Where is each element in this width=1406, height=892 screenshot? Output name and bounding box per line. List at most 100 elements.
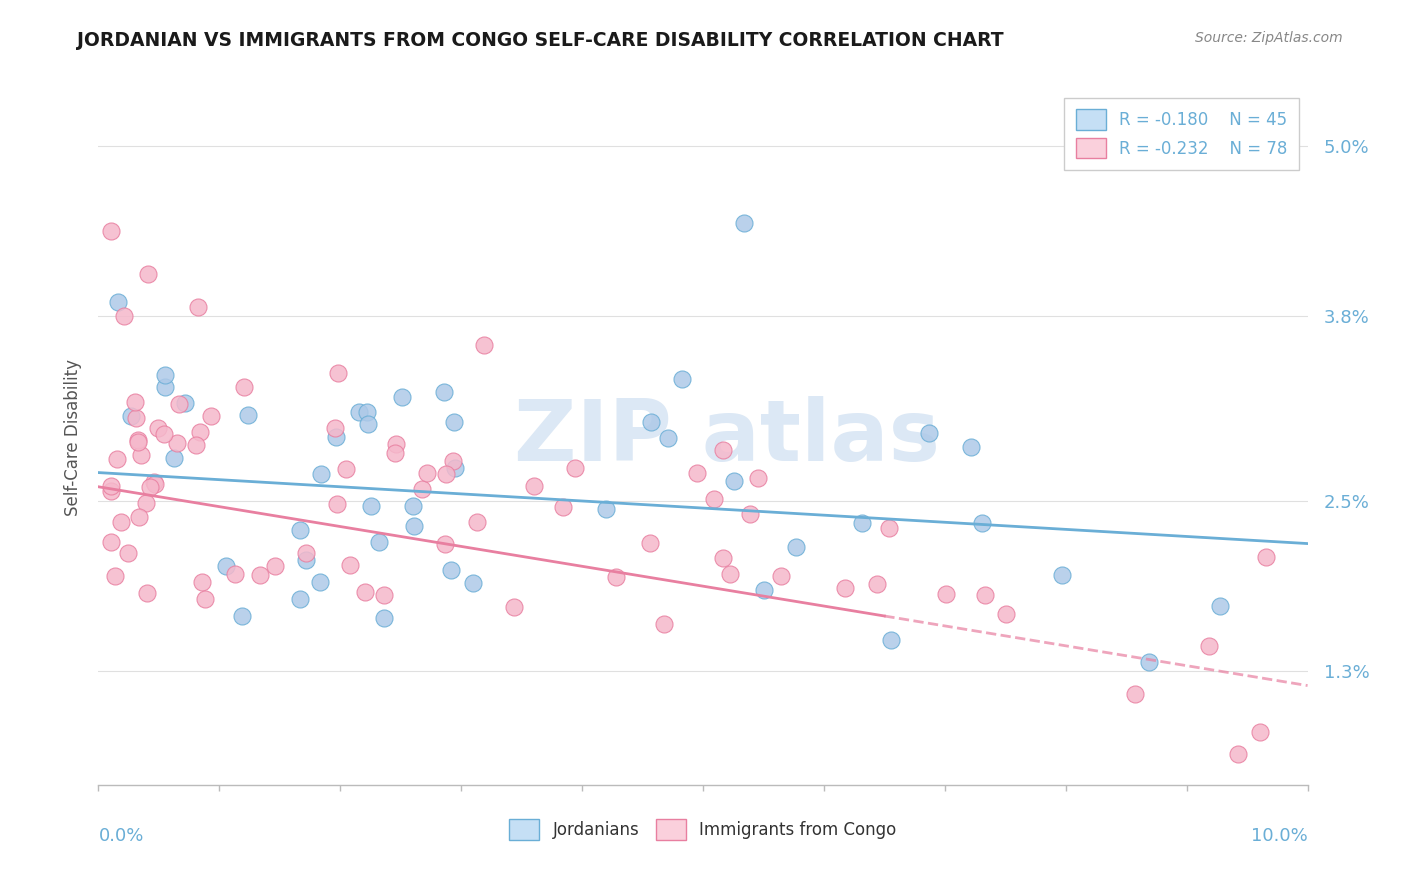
Point bbox=[107, 295, 129, 310]
Point bbox=[564, 461, 586, 475]
Point bbox=[100, 483, 122, 498]
Point bbox=[385, 437, 408, 451]
Point bbox=[718, 567, 741, 582]
Point bbox=[288, 523, 311, 537]
Point bbox=[326, 366, 349, 380]
Point bbox=[1050, 567, 1073, 582]
Point bbox=[127, 434, 149, 449]
Point bbox=[249, 568, 271, 582]
Point bbox=[851, 516, 873, 530]
Point bbox=[135, 496, 157, 510]
Point bbox=[110, 515, 132, 529]
Point bbox=[652, 616, 675, 631]
Point bbox=[973, 588, 995, 602]
Point bbox=[233, 380, 256, 394]
Text: ZIP atlas: ZIP atlas bbox=[515, 395, 941, 479]
Point bbox=[200, 409, 222, 424]
Point bbox=[231, 608, 253, 623]
Point bbox=[752, 582, 775, 597]
Point bbox=[434, 467, 457, 481]
Point bbox=[163, 451, 186, 466]
Point bbox=[142, 475, 165, 490]
Point bbox=[100, 534, 122, 549]
Point bbox=[224, 567, 246, 582]
Point bbox=[104, 568, 127, 582]
Point bbox=[461, 576, 484, 591]
Text: 10.0%: 10.0% bbox=[1251, 827, 1308, 845]
Point bbox=[703, 492, 725, 507]
Point bbox=[671, 372, 693, 386]
Point bbox=[404, 519, 426, 533]
Point bbox=[834, 582, 856, 596]
Point bbox=[187, 300, 209, 314]
Point bbox=[153, 426, 176, 441]
Point bbox=[877, 521, 900, 535]
Point bbox=[523, 479, 546, 493]
Point bbox=[309, 574, 332, 589]
Point bbox=[136, 586, 159, 600]
Point bbox=[1209, 599, 1232, 613]
Point bbox=[347, 405, 370, 419]
Point bbox=[972, 516, 994, 530]
Point bbox=[311, 467, 333, 482]
Point bbox=[357, 417, 380, 431]
Point bbox=[356, 405, 378, 419]
Point bbox=[100, 478, 122, 492]
Point bbox=[434, 537, 457, 551]
Point bbox=[125, 410, 148, 425]
Point bbox=[657, 431, 679, 445]
Point bbox=[441, 454, 464, 468]
Point bbox=[326, 497, 349, 511]
Point bbox=[174, 395, 197, 409]
Point bbox=[184, 438, 207, 452]
Point bbox=[139, 480, 162, 494]
Point bbox=[411, 482, 433, 496]
Point bbox=[391, 390, 413, 404]
Point bbox=[935, 587, 957, 601]
Text: 0.0%: 0.0% bbox=[98, 827, 143, 845]
Text: Source: ZipAtlas.com: Source: ZipAtlas.com bbox=[1195, 31, 1343, 45]
Point bbox=[880, 632, 903, 647]
Point bbox=[360, 500, 382, 514]
Point bbox=[112, 310, 135, 324]
Point bbox=[100, 224, 122, 238]
Point bbox=[117, 545, 139, 559]
Point bbox=[640, 415, 662, 429]
Point bbox=[354, 585, 377, 599]
Text: JORDANIAN VS IMMIGRANTS FROM CONGO SELF-CARE DISABILITY CORRELATION CHART: JORDANIAN VS IMMIGRANTS FROM CONGO SELF-… bbox=[77, 31, 1004, 50]
Point bbox=[155, 380, 177, 394]
Point bbox=[335, 462, 357, 476]
Point bbox=[155, 368, 177, 382]
Legend: Jordanians, Immigrants from Congo: Jordanians, Immigrants from Congo bbox=[503, 813, 903, 847]
Point bbox=[769, 569, 792, 583]
Point bbox=[711, 551, 734, 566]
Point bbox=[465, 515, 488, 529]
Point bbox=[167, 397, 190, 411]
Point bbox=[747, 471, 769, 485]
Point bbox=[638, 536, 661, 550]
Point bbox=[136, 267, 159, 281]
Point bbox=[439, 563, 461, 577]
Point bbox=[191, 574, 214, 589]
Point bbox=[373, 588, 395, 602]
Point bbox=[502, 599, 524, 614]
Point bbox=[443, 415, 465, 429]
Point bbox=[433, 385, 456, 400]
Point bbox=[918, 425, 941, 440]
Point bbox=[295, 553, 318, 567]
Point bbox=[995, 607, 1018, 622]
Y-axis label: Self-Care Disability: Self-Care Disability bbox=[63, 359, 82, 516]
Point bbox=[236, 409, 259, 423]
Point bbox=[105, 452, 128, 467]
Point bbox=[373, 611, 395, 625]
Point bbox=[686, 466, 709, 480]
Point bbox=[384, 446, 406, 460]
Point bbox=[472, 338, 495, 352]
Point bbox=[402, 499, 425, 513]
Point bbox=[785, 541, 807, 555]
Point bbox=[1226, 747, 1249, 761]
Point bbox=[143, 477, 166, 491]
Point bbox=[551, 500, 574, 515]
Point bbox=[595, 501, 617, 516]
Point bbox=[339, 558, 361, 573]
